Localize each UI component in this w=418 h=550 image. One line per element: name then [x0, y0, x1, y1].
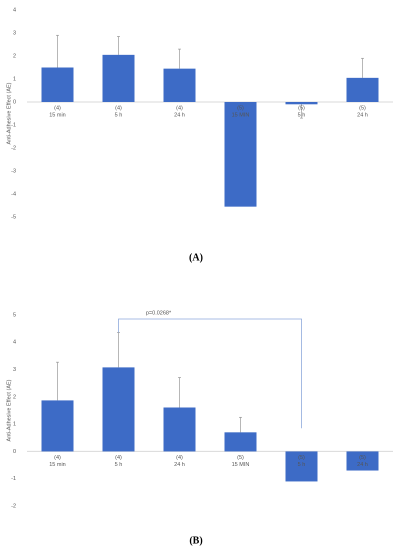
x-tick-label: 15 min [49, 462, 66, 468]
bar [346, 451, 379, 471]
x-tick-label: 24 h [357, 462, 368, 468]
y-tick-label: 3 [13, 367, 16, 373]
y-tick-label: -1 [11, 476, 16, 482]
y-tick-label: 1 [13, 422, 16, 428]
bar [163, 68, 196, 102]
n-label: (5) [359, 105, 366, 111]
y-tick-label: -5 [11, 214, 16, 220]
bar [163, 407, 196, 452]
y-tick-label: -1 [11, 122, 16, 128]
y-tick-label: 2 [13, 53, 16, 59]
n-label: (5) [237, 105, 244, 111]
n-label: (5) [237, 455, 244, 461]
x-tick-label: 24 h [174, 112, 185, 118]
x-tick-label: 5 h [298, 462, 306, 468]
y-tick-label: 0 [13, 99, 16, 105]
y-tick-label: 3 [13, 30, 16, 36]
n-label: (4) [54, 455, 61, 461]
bar [102, 54, 135, 102]
y-tick-label: 4 [13, 340, 16, 346]
n-label: (5) [298, 105, 305, 111]
n-label: (4) [54, 105, 61, 111]
bar [285, 451, 318, 482]
n-label: (5) [359, 455, 366, 461]
y-tick-label: -3 [11, 168, 16, 174]
caption: (A) [189, 252, 203, 263]
bar [41, 400, 74, 452]
n-label: (4) [176, 105, 183, 111]
n-label: (5) [298, 455, 305, 461]
y-tick-label: 5 [13, 312, 16, 318]
x-tick-label: 24 h [174, 462, 185, 468]
x-tick-label: 24 h [357, 112, 368, 118]
x-tick-label: 5 h [115, 112, 123, 118]
y-tick-label: -4 [11, 191, 16, 197]
x-tick-label: 15 MIN [232, 462, 250, 468]
bar [346, 77, 379, 102]
y-axis-label: Anti-Adhesive Effect (AE) [6, 379, 12, 441]
y-tick-label: 0 [13, 449, 16, 455]
y-tick-label: -2 [11, 503, 16, 509]
n-label: (4) [115, 105, 122, 111]
y-axis-label: Anti-Adhesive Effect (AE) [6, 82, 12, 144]
bar [285, 102, 318, 105]
bar [224, 102, 257, 207]
y-tick-label: -2 [11, 145, 16, 151]
n-label: (4) [176, 455, 183, 461]
y-tick-label: 2 [13, 394, 16, 400]
n-label: (4) [115, 455, 122, 461]
y-tick-label: 4 [13, 7, 16, 13]
bar [41, 67, 74, 102]
x-tick-label: 15 MIN [232, 112, 250, 118]
annotation: p=0.0268* [146, 310, 172, 316]
significance-bracket [118, 318, 302, 429]
x-tick-label: 5 h [115, 462, 123, 468]
x-tick-label: 5 h [298, 112, 306, 118]
bar [102, 367, 135, 452]
y-tick-label: 1 [13, 76, 16, 82]
bar [224, 432, 257, 452]
caption: (B) [189, 535, 202, 546]
x-tick-label: 15 min [49, 112, 66, 118]
